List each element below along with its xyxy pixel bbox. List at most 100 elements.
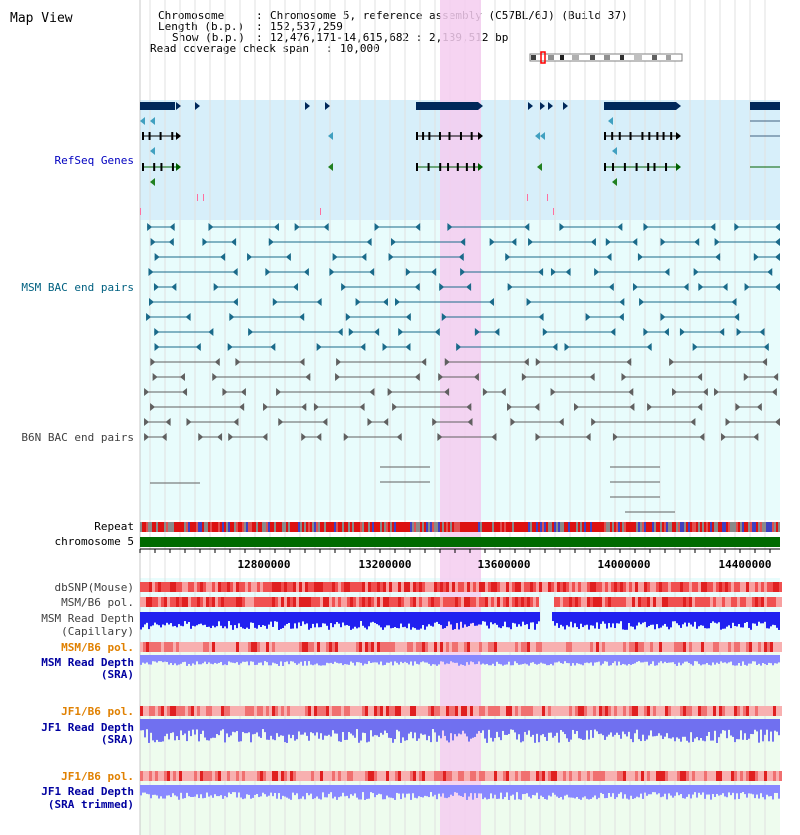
read-depth-bar <box>638 655 640 662</box>
read-depth-bar <box>264 612 266 626</box>
read-depth-bar <box>472 785 474 800</box>
polymorphism-segment <box>140 642 143 652</box>
read-depth-bar <box>414 655 416 662</box>
read-depth-bar <box>658 612 660 629</box>
polymorphism-segment <box>479 642 482 652</box>
polymorphism-segment <box>275 706 278 716</box>
read-depth-bar <box>734 719 736 743</box>
read-depth-bar <box>744 612 746 623</box>
polymorphism-segment <box>281 582 284 592</box>
read-depth-bar <box>524 612 526 625</box>
read-depth-bar <box>562 655 564 664</box>
read-depth-bar <box>496 655 498 662</box>
read-depth-bar <box>436 719 438 742</box>
read-depth-bar <box>188 785 190 797</box>
read-depth-bar <box>636 719 638 730</box>
polymorphism-segment <box>494 642 497 652</box>
refseq-exon <box>416 163 418 171</box>
polymorphism-segment <box>314 706 317 716</box>
read-depth-bar <box>590 785 592 799</box>
read-depth-bar <box>658 719 660 734</box>
feature-layer[interactable] <box>139 102 782 800</box>
read-depth-bar <box>394 719 396 740</box>
read-depth-bar <box>188 655 190 664</box>
read-depth-bar <box>256 785 258 794</box>
read-depth-bar <box>682 719 684 737</box>
repeat-segment <box>520 522 522 532</box>
polymorphism-segment <box>335 771 338 781</box>
bac-end-marker <box>743 373 749 381</box>
repeat-segment <box>742 522 744 532</box>
repeat-segment <box>388 522 390 532</box>
read-depth-bar <box>378 612 380 626</box>
bac-end-marker <box>538 313 544 321</box>
read-depth-bar <box>434 785 436 795</box>
polymorphism-segment <box>665 582 668 592</box>
repeat-segment <box>726 522 728 532</box>
polymorphism-segment <box>608 706 611 716</box>
read-depth-bar <box>588 612 590 630</box>
read-depth-bar <box>754 655 756 662</box>
repeat-segment <box>336 522 338 532</box>
read-depth-bar <box>370 785 372 793</box>
polymorphism-segment <box>569 642 572 652</box>
polymorphism-segment <box>431 642 434 652</box>
repeat-segment <box>504 522 506 532</box>
read-depth-bar <box>196 612 198 626</box>
repeat-segment <box>706 522 708 532</box>
bac-end-marker <box>693 268 699 276</box>
repeat-segment <box>416 522 418 532</box>
polymorphism-segment <box>365 582 368 592</box>
bac-end-marker <box>722 283 728 291</box>
read-depth-bar <box>280 719 282 736</box>
read-depth-bar <box>708 785 710 795</box>
read-depth-bar <box>630 785 632 796</box>
repeat-segment <box>484 522 486 532</box>
ideogram[interactable] <box>529 51 683 64</box>
bac-end-marker <box>632 283 638 291</box>
read-depth-bar <box>586 785 588 799</box>
bac-end-marker <box>617 223 623 231</box>
read-depth-bar <box>346 612 348 626</box>
read-depth-bar <box>526 719 528 735</box>
polymorphism-segment <box>779 597 782 607</box>
polymorphism-segment <box>506 771 509 781</box>
ideogram-position-marker[interactable] <box>540 51 546 64</box>
read-depth-bar <box>302 719 304 735</box>
polymorphism-segment <box>380 582 383 592</box>
polymorphism-segment <box>701 642 704 652</box>
read-depth-bar <box>170 785 172 798</box>
read-depth-bar <box>414 612 416 629</box>
read-depth-bar <box>542 655 544 664</box>
bac-end-marker <box>731 298 737 306</box>
polymorphism-segment <box>452 771 455 781</box>
repeat-segment <box>454 522 456 532</box>
read-depth-bar <box>728 719 730 730</box>
polymorphism-segment <box>575 642 578 652</box>
polymorphism-segment <box>353 771 356 781</box>
read-depth-bar <box>200 719 202 734</box>
read-depth-bar <box>308 655 310 662</box>
read-depth-bar <box>736 785 738 794</box>
repeat-segment <box>230 522 232 532</box>
polymorphism-segment <box>563 642 566 652</box>
read-depth-bar <box>302 612 304 622</box>
polymorphism-segment <box>449 597 452 607</box>
read-depth-bar <box>456 655 458 663</box>
polymorphism-segment <box>602 597 605 607</box>
polymorphism-segment <box>305 582 308 592</box>
polymorphism-segment <box>329 771 332 781</box>
read-depth-bar <box>176 655 178 666</box>
bac-end-marker <box>240 388 246 396</box>
polymorphism-segment <box>173 706 176 716</box>
polymorphism-segment <box>440 582 443 592</box>
read-depth-bar <box>588 719 590 740</box>
polymorphism-segment <box>368 582 371 592</box>
read-depth-bar <box>142 612 144 628</box>
read-depth-bar <box>272 655 274 663</box>
repeat-segment <box>254 522 256 532</box>
read-depth-bar <box>754 612 756 624</box>
read-depth-bar <box>612 719 614 737</box>
polymorphism-segment <box>224 582 227 592</box>
